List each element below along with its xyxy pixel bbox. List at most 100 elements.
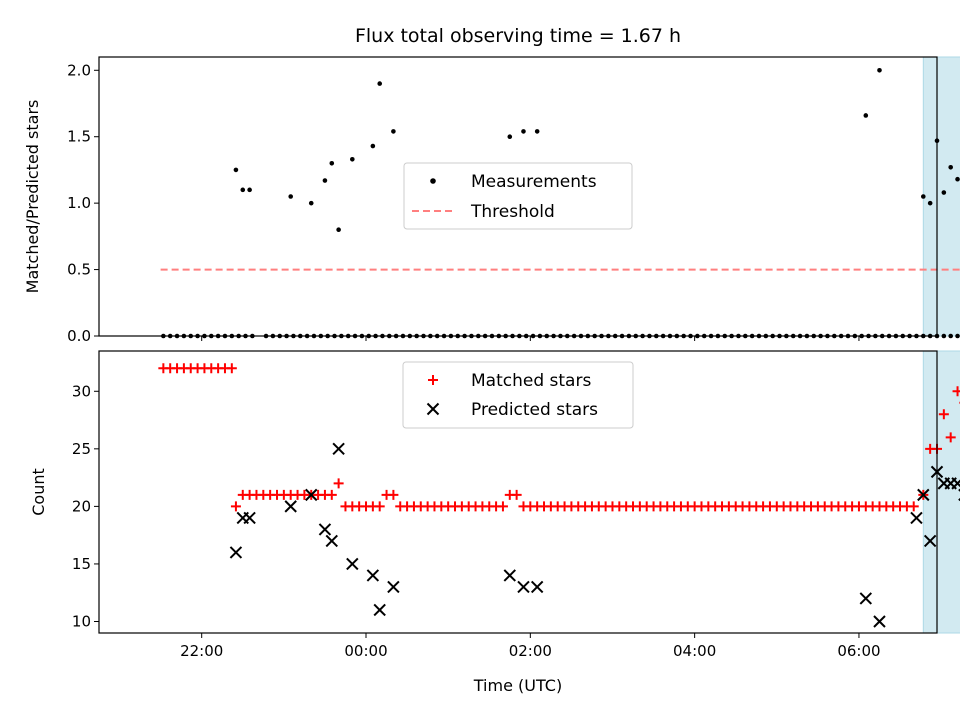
measurement-point bbox=[507, 134, 513, 140]
measurement-point bbox=[370, 143, 376, 149]
top-panel: 0.0 0.5 1.0 1.5 2.0 Flux total observing tim… bbox=[23, 25, 960, 345]
predicted-star-point bbox=[923, 534, 937, 548]
measurement-point bbox=[391, 129, 396, 134]
predicted-star-point bbox=[859, 592, 873, 605]
predicted-star-point bbox=[517, 580, 530, 594]
top-y-tick-label: 0.0 bbox=[67, 327, 91, 345]
top-y-tick-label: 0.5 bbox=[67, 261, 91, 279]
legend-label-matched: Matched stars bbox=[471, 371, 591, 391]
bottom-legend: Matched stars Predicted stars bbox=[402, 361, 634, 429]
bottom-y-tick-label: 30 bbox=[72, 382, 91, 400]
bottom-y-axis: 10 15 20 25 30 bbox=[72, 382, 99, 630]
predicted-star-point bbox=[917, 488, 930, 502]
bottom-y-tick-label: 25 bbox=[72, 440, 91, 458]
measurement-point bbox=[877, 67, 882, 73]
measurement-point bbox=[247, 187, 252, 193]
top-y-axis: 0.0 0.5 1.0 1.5 2.0 bbox=[67, 61, 99, 345]
measurement-point bbox=[377, 81, 383, 86]
measurement-point bbox=[941, 333, 947, 339]
legend-label-threshold: Threshold bbox=[470, 202, 555, 222]
legend-marker-measurements bbox=[430, 178, 436, 184]
measurement-point bbox=[955, 333, 960, 339]
predicted-star-point bbox=[284, 500, 297, 513]
measurement-point bbox=[329, 160, 335, 166]
x-tick-label: 22:00 bbox=[180, 642, 223, 660]
predicted-star-point bbox=[346, 557, 359, 571]
bottom-highlight-span bbox=[922, 350, 960, 634]
legend-marker-predicted bbox=[426, 402, 440, 416]
measurement-point bbox=[927, 200, 933, 206]
x-tick-label: 00:00 bbox=[344, 642, 387, 660]
measurement-point bbox=[948, 333, 953, 339]
predicted-star-point bbox=[318, 523, 332, 536]
predicted-star-point bbox=[530, 580, 544, 594]
bottom-y-tick-label: 10 bbox=[72, 612, 91, 630]
measurement-point bbox=[288, 194, 293, 199]
legend-label-measurements: Measurements bbox=[471, 172, 597, 192]
predicted-star-point bbox=[387, 580, 400, 594]
predicted-star-point bbox=[229, 546, 243, 559]
top-y-tick-label: 1.0 bbox=[67, 194, 91, 212]
matched-star-point bbox=[326, 489, 337, 500]
matched-star-point bbox=[908, 501, 919, 512]
top-plot-frame bbox=[98, 56, 938, 337]
matched-star-point bbox=[388, 489, 399, 500]
x-tick-label: 04:00 bbox=[673, 642, 716, 660]
measurement-point bbox=[863, 113, 869, 118]
chart-title: Flux total observing time = 1.67 h bbox=[355, 25, 681, 47]
predicted-stars-points bbox=[229, 442, 960, 628]
predicted-star-point bbox=[366, 569, 380, 582]
legend-plus-glyph bbox=[428, 375, 438, 385]
top-highlight-span bbox=[922, 56, 960, 337]
matched-star-point bbox=[333, 478, 344, 489]
legend-label-predicted: Predicted stars bbox=[471, 400, 598, 420]
matched-star-point bbox=[497, 501, 508, 512]
predicted-star-point bbox=[373, 603, 386, 617]
bottom-y-axis-label: Count bbox=[29, 468, 48, 516]
bottom-y-tick-label: 20 bbox=[72, 497, 91, 515]
top-y-axis-label: Matched/Predicted stars bbox=[23, 100, 42, 294]
predicted-star-point bbox=[503, 569, 516, 582]
measurement-point bbox=[240, 187, 246, 193]
measurement-point bbox=[948, 164, 953, 170]
predicted-star-point bbox=[332, 442, 345, 456]
measurement-point bbox=[322, 178, 328, 183]
bottom-plot-frame bbox=[98, 350, 938, 634]
measurement-point bbox=[921, 194, 926, 199]
measurement-point bbox=[521, 129, 526, 134]
x-tick-label: 06:00 bbox=[837, 642, 880, 660]
top-legend-box bbox=[403, 162, 633, 230]
measurement-point bbox=[350, 157, 355, 162]
matched-star-point bbox=[230, 501, 241, 512]
measurement-point bbox=[534, 129, 540, 134]
bottom-legend-box bbox=[402, 361, 634, 429]
top-y-tick-label: 2.0 bbox=[67, 61, 91, 79]
matched-star-point bbox=[511, 489, 522, 500]
bottom-y-tick-label: 15 bbox=[72, 555, 91, 573]
matched-star-point bbox=[945, 432, 956, 443]
predicted-star-point bbox=[243, 511, 256, 525]
measurement-point bbox=[336, 227, 341, 233]
matched-star-point bbox=[226, 363, 237, 374]
matched-stars-points bbox=[158, 363, 960, 512]
x-tick-label: 02:00 bbox=[509, 642, 552, 660]
predicted-star-point bbox=[910, 511, 923, 525]
top-y-tick-label: 1.5 bbox=[67, 128, 91, 146]
predicted-star-point bbox=[873, 615, 886, 628]
top-x-ticks bbox=[201, 336, 860, 341]
measurement-point bbox=[955, 176, 960, 182]
matched-star-point bbox=[938, 409, 949, 420]
predicted-star-point bbox=[305, 488, 318, 502]
measurement-point bbox=[941, 190, 947, 195]
measurement-point bbox=[308, 200, 314, 206]
matched-star-point bbox=[952, 386, 960, 397]
top-legend: Measurements Threshold bbox=[403, 162, 633, 230]
legend-cross-glyph bbox=[426, 402, 440, 416]
predicted-star-point bbox=[325, 534, 338, 548]
legend-marker-matched bbox=[428, 375, 438, 385]
predicted-star-point bbox=[951, 477, 960, 490]
measurement-point bbox=[233, 167, 239, 173]
